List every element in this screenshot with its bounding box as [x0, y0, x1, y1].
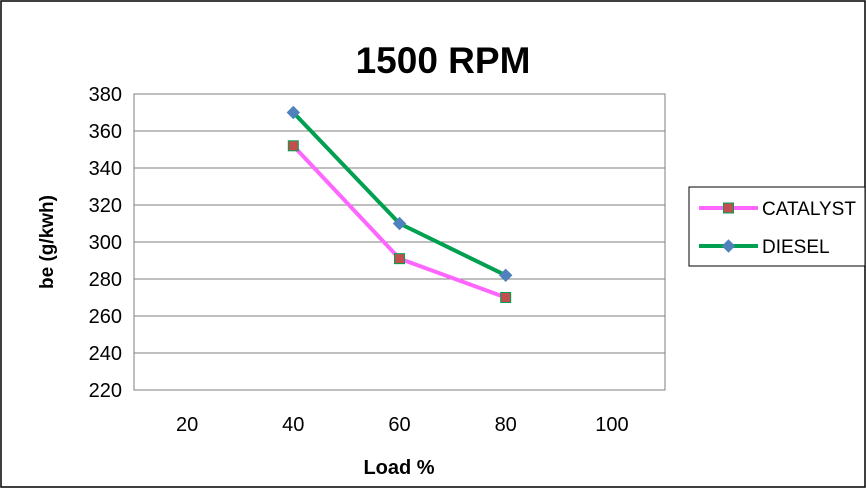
legend-marker-diesel: [721, 239, 736, 253]
series-lines: [286, 105, 513, 303]
y-axis-label: be (g/kwh): [37, 195, 58, 289]
y-tick-label: 220: [89, 380, 122, 402]
x-tick-label: 20: [176, 414, 198, 436]
x-tick-label: 40: [282, 414, 304, 436]
series-diesel: [286, 105, 513, 283]
legend-box: [688, 186, 866, 267]
x-axis-tick-labels: 20 40 60 80 100: [176, 414, 629, 436]
legend-marker-catalyst: [723, 202, 734, 214]
y-tick-label: 320: [89, 195, 122, 217]
legend-label-catalyst: CATALYST: [762, 199, 856, 220]
data-point-diesel: [392, 216, 407, 231]
legend: CATALYST DIESEL: [688, 186, 866, 267]
legend-label-diesel: DIESEL: [762, 237, 830, 258]
chart-title: 1500 RPM: [356, 40, 531, 81]
x-tick-label: 60: [388, 414, 410, 436]
data-point-catalyst: [287, 140, 299, 152]
y-tick-label: 280: [89, 269, 122, 291]
data-point-catalyst: [394, 253, 405, 265]
y-tick-label: 380: [89, 84, 122, 106]
data-point-diesel: [286, 105, 301, 120]
x-tick-label: 80: [495, 414, 517, 436]
x-axis-label: Load %: [363, 457, 434, 479]
data-point-catalyst: [500, 292, 512, 303]
y-tick-label: 360: [89, 121, 122, 143]
y-tick-label: 260: [89, 306, 122, 328]
y-tick-label: 240: [89, 343, 122, 365]
y-tick-label: 340: [89, 158, 122, 180]
y-axis-tick-labels: 220 240 260 280 300 320 340 360 380: [89, 84, 122, 402]
data-point-diesel: [498, 268, 513, 283]
series-catalyst: [287, 140, 512, 303]
x-tick-label: 100: [595, 414, 628, 436]
gridlines: [134, 130, 665, 354]
y-tick-label: 300: [89, 232, 122, 254]
